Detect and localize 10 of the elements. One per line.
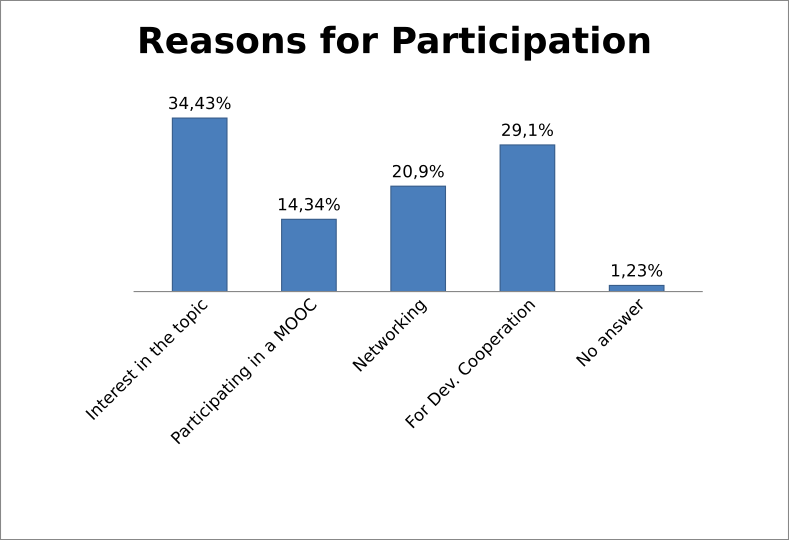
data-label: 20,9% — [392, 164, 444, 180]
chart-title: Reasons for Participation — [140, 26, 650, 61]
data-label: 29,1% — [502, 124, 553, 138]
bar — [172, 117, 228, 292]
data-label: 34,43% — [169, 96, 231, 111]
data-label: 14,34% — [278, 198, 340, 212]
bar — [281, 218, 337, 292]
data-label: 1,23% — [612, 264, 662, 278]
bar — [390, 186, 446, 292]
bar — [500, 144, 556, 292]
